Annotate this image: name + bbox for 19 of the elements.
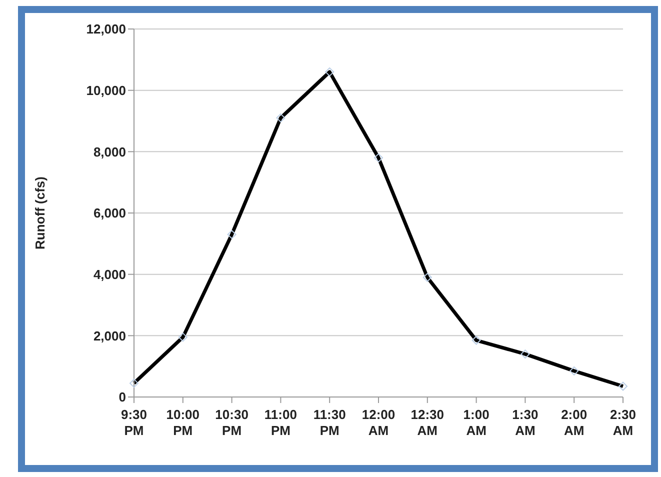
- x-tick-label: 1:30 AM: [512, 407, 538, 438]
- x-tick-label: 2:00 AM: [561, 407, 588, 438]
- y-tick-label: 2,000: [93, 328, 126, 344]
- x-tick-label: 2:30 AM: [610, 407, 636, 438]
- x-tick-label: 12:30 AM: [410, 407, 444, 438]
- y-axis-title: Runoff (cfs): [32, 176, 48, 250]
- x-tick-label: 10:30 PM: [215, 407, 248, 438]
- y-tick-label: 4,000: [93, 266, 126, 282]
- x-tick-label: 10:00 PM: [166, 407, 200, 438]
- x-tick-label: 11:30 PM: [313, 407, 346, 438]
- y-tick-label: 6,000: [93, 206, 126, 221]
- y-tick-label: 12,000: [86, 22, 126, 37]
- x-tick-label: 12:00 AM: [362, 407, 396, 438]
- y-tick-label: 10,000: [86, 82, 126, 98]
- x-tick-label: 9:30 PM: [120, 407, 148, 438]
- x-tick-label: 1:00 AM: [463, 407, 490, 438]
- y-tick-label: 8,000: [93, 144, 126, 160]
- x-tick-label: 11:00 PM: [264, 407, 297, 438]
- y-tick-label: 0: [118, 390, 126, 405]
